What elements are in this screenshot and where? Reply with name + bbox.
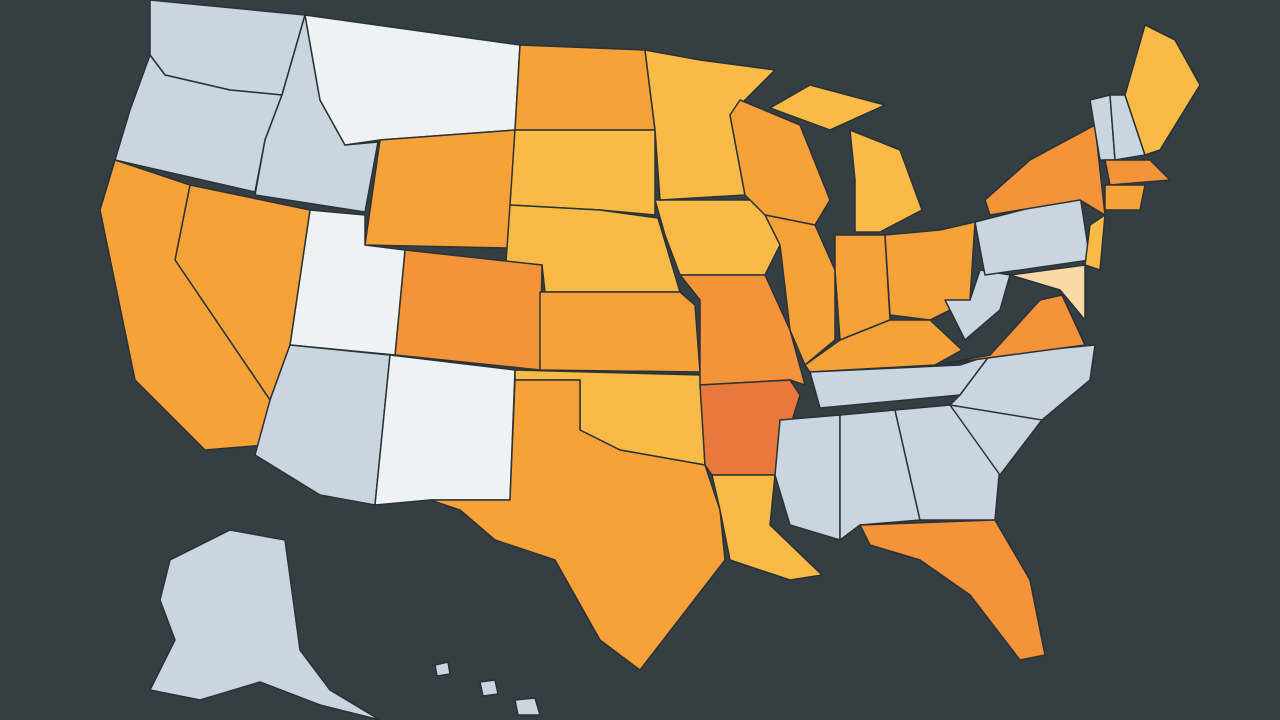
michigan-upper	[769, 84, 886, 131]
colorado	[394, 249, 543, 371]
mississippi	[774, 414, 841, 541]
south-dakota	[509, 129, 656, 216]
virginia	[934, 294, 1086, 366]
illinois	[764, 214, 836, 366]
michigan-lower	[849, 129, 923, 233]
wyoming	[364, 129, 516, 249]
alaska	[149, 529, 381, 720]
new-jersey	[1084, 214, 1106, 271]
hawaii	[514, 697, 541, 716]
maine	[1124, 24, 1201, 156]
hawaii	[434, 661, 451, 677]
missouri	[679, 274, 806, 386]
states	[99, 0, 1201, 720]
north-dakota	[514, 44, 656, 131]
louisiana	[711, 474, 823, 581]
alabama	[839, 409, 921, 541]
new-mexico	[374, 354, 516, 506]
texas	[429, 379, 726, 671]
maryland	[1009, 264, 1086, 321]
hawaii	[479, 679, 499, 697]
connecticut	[1104, 184, 1146, 211]
kansas	[539, 291, 701, 373]
massachusetts	[1104, 159, 1171, 186]
florida	[859, 519, 1046, 661]
